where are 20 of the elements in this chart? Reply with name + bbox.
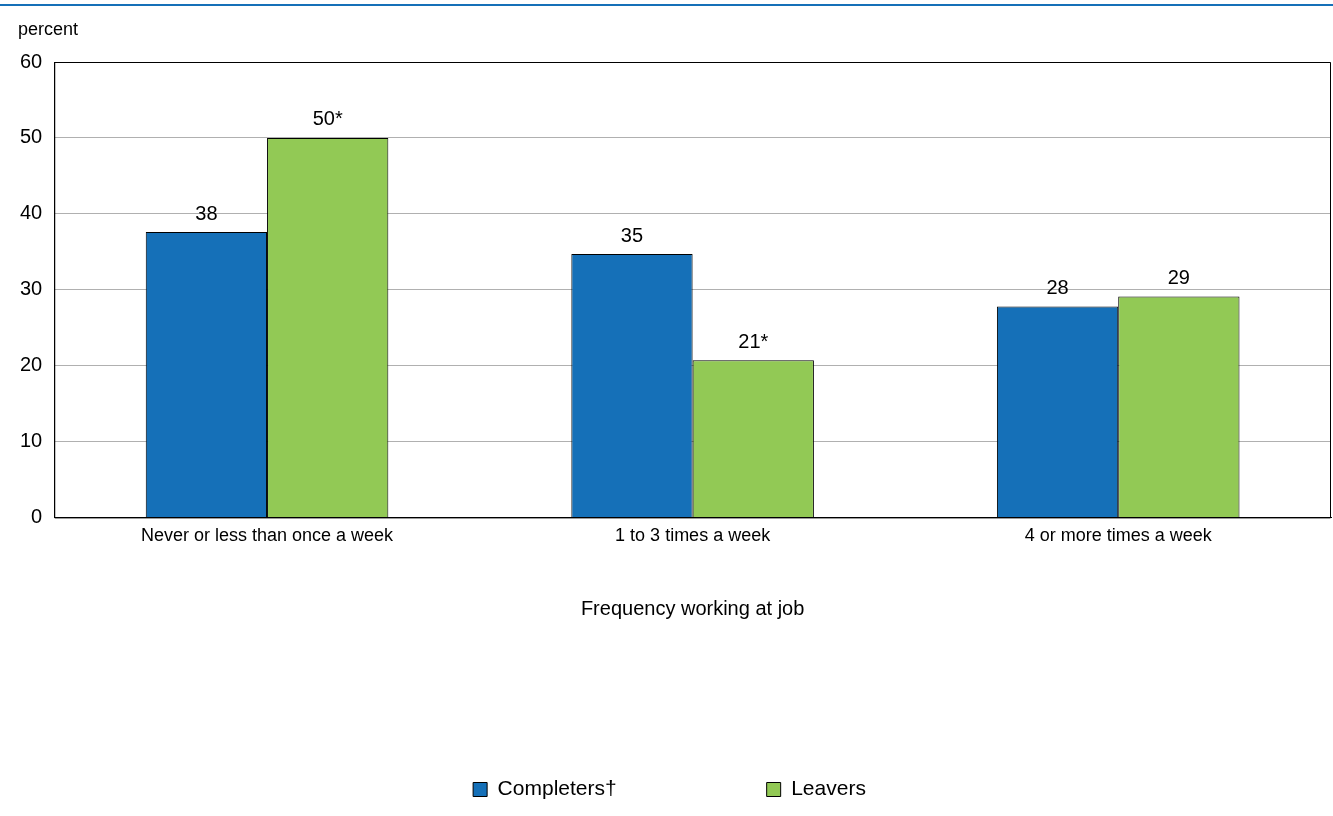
data-label: 50*: [312, 107, 343, 130]
y-tick-label: 40: [20, 201, 43, 224]
data-label: 38: [195, 201, 218, 224]
y-tick-label: 10: [20, 429, 43, 452]
legend-label: Completers†: [497, 776, 617, 800]
y-tick-label: 60: [20, 49, 43, 72]
y-tick-label: 0: [31, 504, 43, 527]
x-tick-label: 1 to 3 times a week: [615, 525, 772, 546]
y-axis-title: percent: [18, 18, 79, 39]
x-axis-title: Frequency working at job: [580, 596, 805, 619]
x-tick-label: Never or less than once a week: [140, 525, 395, 546]
x-tick-label: 4 or more times a week: [1024, 525, 1213, 546]
data-label: 29: [1167, 266, 1190, 289]
data-label: 35: [620, 223, 644, 246]
y-tick-label: 30: [20, 277, 43, 300]
data-label: 21*: [738, 329, 769, 352]
y-tick-label: 20: [20, 353, 43, 376]
data-label: 28: [1046, 275, 1069, 298]
y-tick-label: 50: [20, 125, 43, 148]
legend-label: Leavers: [791, 776, 866, 800]
